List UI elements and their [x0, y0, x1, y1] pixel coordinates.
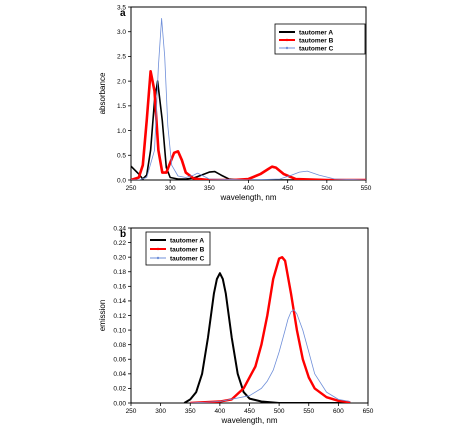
legend-label: tautomer C — [299, 45, 334, 52]
legend-marker — [156, 247, 160, 251]
series-line-tautomer-C — [131, 18, 366, 180]
x-tick-label: 450 — [244, 408, 255, 415]
series-line-tautomer-A — [131, 80, 366, 180]
panel-label: b — [120, 229, 126, 240]
x-tick-label: 550 — [303, 408, 314, 415]
panel-b: b 250 300 350 400 450 500 550 600 650 0.00 0.02 0.04… — [98, 225, 374, 425]
y-tick-label: 0.22 — [113, 240, 126, 247]
y-tick-label: 0.02 — [113, 386, 126, 393]
x-axis-title: wavelength, nm — [220, 416, 277, 425]
series-line-tautomer-B — [190, 256, 351, 403]
legend-marker — [285, 46, 289, 50]
y-tick-label: 0.04 — [113, 371, 126, 378]
x-tick-label: 650 — [363, 408, 374, 415]
y-axis-title: absorbance — [98, 72, 107, 114]
x-tick-label: 500 — [321, 185, 332, 192]
y-tick-label: 0.5 — [117, 153, 126, 160]
series-line-tautomer-B — [131, 70, 366, 180]
x-tick-label: 250 — [126, 185, 137, 192]
y-tick-label: 0.00 — [113, 400, 126, 407]
legend-marker — [156, 256, 160, 260]
series-line-tautomer-C — [190, 309, 351, 403]
y-tick-label: 0.0 — [117, 177, 126, 184]
y-tick-label: 0.12 — [113, 313, 126, 320]
y-tick-label: 0.10 — [113, 327, 126, 334]
legend-label: tautomer B — [299, 37, 334, 44]
legend-label: tautomer A — [170, 237, 204, 244]
y-tick-label: 0.14 — [113, 298, 126, 305]
legend-marker — [285, 38, 289, 42]
x-tick-label: 400 — [214, 408, 225, 415]
x-tick-label: 450 — [282, 185, 293, 192]
y-tick-label: 2.5 — [117, 54, 126, 61]
x-axis-title: wavelength, nm — [219, 193, 276, 202]
y-tick-label: 0.24 — [113, 225, 126, 232]
x-tick-label: 300 — [165, 185, 176, 192]
y-axis-title: emission — [98, 300, 107, 332]
legend-label: tautomer B — [170, 246, 205, 253]
x-tick-label: 400 — [243, 185, 254, 192]
x-tick-label: 250 — [126, 408, 137, 415]
y-tick-label: 0.08 — [113, 342, 126, 349]
x-tick-label: 600 — [333, 408, 344, 415]
x-tick-label: 550 — [361, 185, 372, 192]
x-tick-label: 350 — [204, 185, 215, 192]
panel-label: a — [120, 8, 126, 19]
panel-a: a 250 300 350 400 450 500 550 0.0 0.5 1.0 1.5 2.0 2.5… — [98, 4, 372, 202]
y-tick-label: 1.0 — [117, 128, 126, 135]
series-line-tautomer-A — [183, 272, 351, 403]
y-tick-label: 0.16 — [113, 284, 126, 291]
y-tick-label: 3.0 — [117, 29, 126, 36]
y-tick-label: 0.18 — [113, 269, 126, 276]
legend-label: tautomer A — [299, 29, 333, 36]
legend-label: tautomer C — [170, 255, 205, 262]
y-tick-label: 0.20 — [113, 254, 126, 261]
y-tick-label: 0.06 — [113, 357, 126, 364]
y-tick-label: 3.5 — [117, 4, 126, 11]
x-tick-label: 500 — [274, 408, 285, 415]
x-tick-label: 350 — [185, 408, 196, 415]
y-tick-label: 1.5 — [117, 103, 126, 110]
y-tick-label: 2.0 — [117, 78, 126, 85]
x-tick-label: 300 — [155, 408, 166, 415]
